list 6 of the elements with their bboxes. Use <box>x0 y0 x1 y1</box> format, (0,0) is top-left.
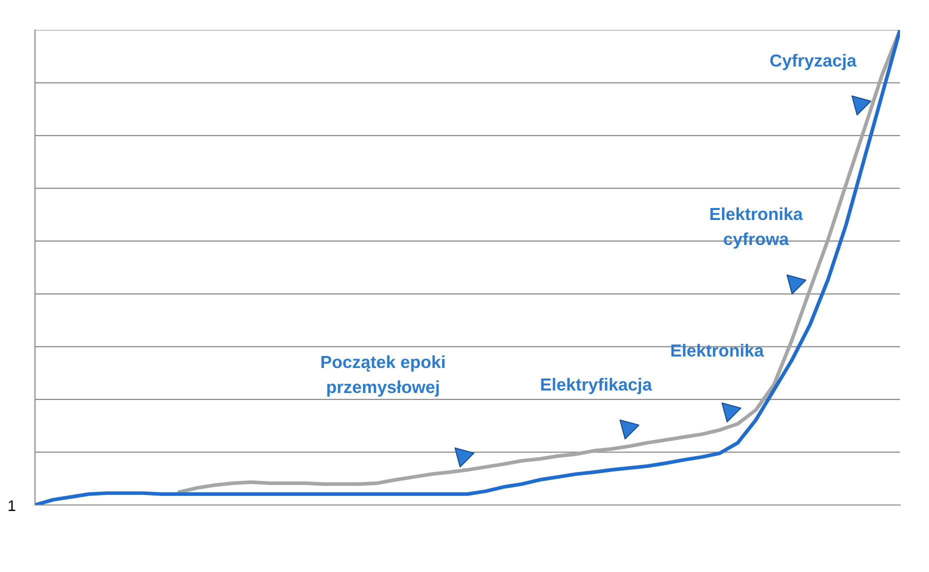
annotation: Cyfryzacja <box>770 54 857 70</box>
annotation: Elektronika <box>671 344 764 357</box>
annotation: Elektronika cyfrowa <box>710 207 803 249</box>
annotation: Początek epoki przemysłowej <box>321 355 444 397</box>
text: 1 <box>8 500 16 511</box>
annotation: Elektryfikacja <box>541 378 652 394</box>
